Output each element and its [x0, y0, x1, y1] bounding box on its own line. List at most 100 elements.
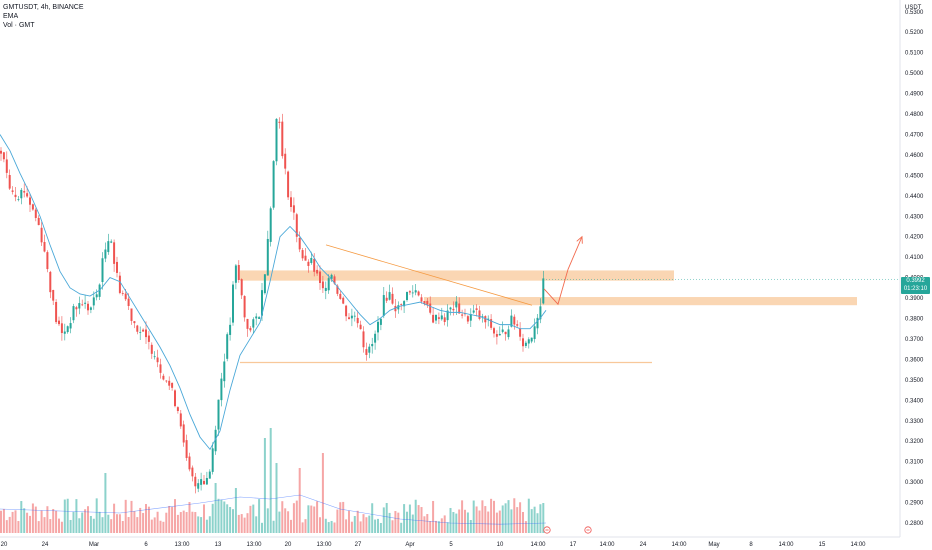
candle-body: [513, 316, 516, 325]
candle-body: [139, 331, 142, 333]
volume-bar: [408, 504, 411, 533]
candle-body: [118, 275, 121, 293]
time-tick-label: Mar: [89, 542, 99, 548]
volume-bar: [92, 518, 95, 533]
volume-bar: [519, 502, 522, 533]
volume-bar: [153, 517, 156, 533]
candle-body: [356, 317, 359, 324]
candle-body: [327, 278, 330, 291]
candle-body: [374, 333, 377, 343]
candle-body: [539, 306, 542, 320]
candle-body: [142, 329, 145, 332]
volume-bar: [229, 506, 232, 533]
symbol-line[interactable]: GMTUSDT, 4h, BINANCE: [3, 4, 84, 11]
candle-body: [533, 326, 536, 340]
candle-body: [8, 175, 11, 189]
current-price-value: 0.3992: [906, 278, 925, 284]
volume-bar: [374, 519, 377, 533]
candle-body: [179, 413, 182, 427]
time-tick-label: 13:00: [246, 542, 262, 548]
event-icon[interactable]: [543, 526, 551, 534]
volume-bar: [223, 501, 226, 533]
volume-bar: [539, 504, 542, 533]
volume-bar: [429, 521, 432, 533]
candle-body: [217, 399, 220, 430]
candle-body: [487, 318, 490, 320]
candle-body: [113, 242, 116, 264]
candle-body: [194, 476, 197, 487]
volume-bar: [321, 453, 324, 533]
candle-body: [519, 328, 522, 337]
volume-bar: [208, 516, 211, 533]
candle-body: [2, 152, 5, 160]
volume-bar: [197, 516, 200, 533]
candle-body: [420, 297, 423, 302]
volume-bar: [382, 507, 385, 533]
volume-bar: [406, 511, 408, 533]
projection-path[interactable]: [543, 236, 583, 306]
candle-body: [524, 342, 527, 346]
candle-body: [443, 317, 446, 322]
volume-bar: [420, 507, 423, 533]
volume-bar: [356, 510, 359, 533]
ema-indicator-label[interactable]: EMA: [3, 13, 19, 20]
volume-bar: [391, 520, 394, 533]
candle-body: [226, 334, 229, 359]
price-tick-label: 0.3700: [905, 337, 924, 343]
price-tick-label: 0.5300: [905, 10, 924, 16]
volume-bar: [432, 500, 435, 533]
volume-bar: [136, 517, 139, 533]
candle-body: [324, 287, 327, 291]
volume-indicator-label[interactable]: Vol · GMT: [3, 22, 35, 29]
resistance-zone[interactable]: [240, 270, 674, 281]
volume-bar: [81, 512, 84, 533]
candle-body: [388, 292, 391, 300]
volume-bar: [397, 512, 400, 533]
price-axis[interactable]: 0.5300 0.5200 0.5100 0.5000 0.4900 0.4800 0.47…: [905, 10, 924, 527]
candle-body: [446, 310, 449, 321]
candle-body: [275, 118, 278, 162]
candle-body: [414, 290, 417, 293]
price-tick-label: 0.4600: [905, 153, 924, 159]
volume-bar: [182, 510, 185, 533]
ema-line[interactable]: [0, 134, 547, 451]
projection-arrowhead[interactable]: [576, 235, 583, 244]
candle-body: [272, 161, 275, 208]
volume-bar: [533, 506, 536, 533]
volume-bar: [313, 506, 316, 533]
candle-body: [350, 315, 353, 319]
candle-body: [507, 329, 510, 338]
zones-layer: [240, 244, 857, 364]
volume-bar: [350, 521, 353, 533]
candle-body: [87, 303, 89, 311]
volume-bar: [348, 510, 350, 533]
volume-bar: [333, 522, 336, 533]
time-tick-label: 5: [449, 542, 453, 548]
volume-bar: [234, 488, 237, 533]
time-tick-label: 14:00: [599, 542, 615, 548]
candle-body: [342, 297, 345, 304]
volume-bar: [37, 521, 40, 533]
time-axis[interactable]: 20 24 Mar 6 13:00 13 13:00 20 13:00 27 Apr 5 10 14:00…: [1, 542, 867, 548]
volume-bar: [171, 506, 174, 533]
candle-body: [493, 328, 495, 334]
candle-body: [345, 305, 348, 317]
candle-body: [220, 378, 223, 401]
candle-body: [31, 204, 34, 210]
volume-bar: [240, 514, 243, 533]
price-tick-label: 0.3900: [905, 296, 924, 302]
event-icon[interactable]: [584, 526, 592, 534]
volume-bar: [324, 518, 327, 533]
descending-trendline[interactable]: [325, 244, 533, 306]
volume-bar: [179, 512, 182, 533]
candle-body: [208, 471, 211, 479]
price-tick-label: 0.4100: [905, 255, 924, 261]
candle-body: [26, 193, 29, 197]
candle-body: [52, 290, 55, 301]
volume-bar: [185, 512, 188, 533]
candle-body: [258, 317, 261, 319]
resistance-zone[interactable]: [424, 297, 857, 306]
volume-bar: [11, 511, 14, 533]
volume-bar: [345, 519, 348, 533]
